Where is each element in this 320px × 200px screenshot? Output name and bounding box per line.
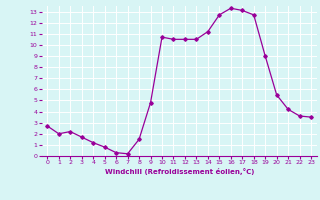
X-axis label: Windchill (Refroidissement éolien,°C): Windchill (Refroidissement éolien,°C) bbox=[105, 168, 254, 175]
